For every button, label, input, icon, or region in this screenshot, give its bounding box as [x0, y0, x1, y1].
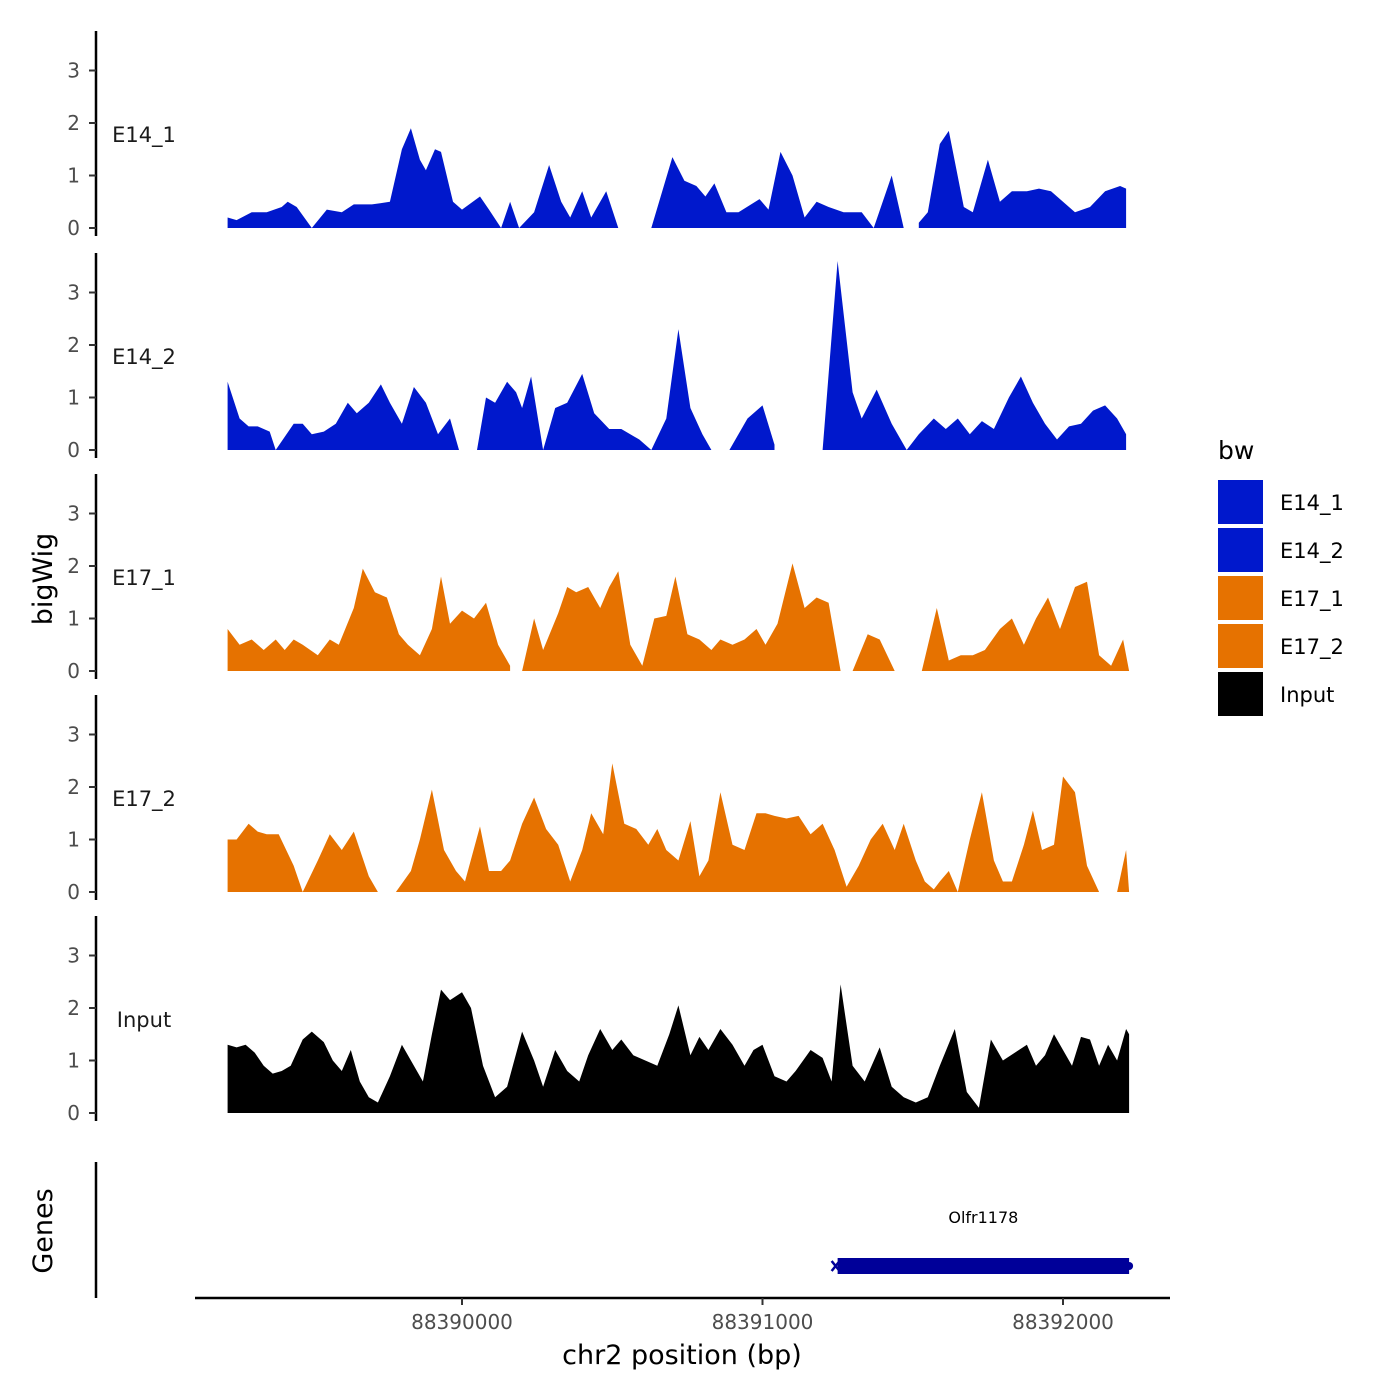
y-tick-label: 2: [67, 111, 80, 135]
area-E14_1-segment-0: [227, 128, 619, 228]
track-E17_2: 0 1 2 3 E17_2: [67, 695, 1130, 904]
x-tick-label: 88392000: [1012, 1310, 1114, 1334]
genes-track-title: Genes: [28, 1188, 59, 1273]
y-tick-label: 1: [67, 607, 80, 631]
y-tick-label: 2: [67, 996, 80, 1020]
y-tick-label: 1: [67, 164, 80, 188]
legend-entry: E14_2: [1218, 528, 1344, 572]
legend-swatch: [1218, 480, 1263, 524]
legend-entries: E14_1 E14_2 E17_1 E17_2 Input: [1218, 480, 1344, 716]
area-E14_2-segment-1: [477, 329, 712, 450]
legend-label: E14_1: [1280, 491, 1344, 516]
track-Input: 0 1 2 3 Input: [67, 916, 1130, 1125]
genes-track: Genes Olfr1178: [28, 1162, 1134, 1298]
x-tick-label: 88391000: [712, 1310, 814, 1334]
gene-label: Olfr1178: [948, 1208, 1018, 1227]
legend: bw E14_1 E14_2 E17_1 E17_2 Input: [1218, 436, 1344, 716]
x-axis-title: chr2 position (bp): [562, 1340, 802, 1371]
legend-swatch: [1218, 672, 1263, 716]
y-tick-label: 3: [67, 944, 80, 968]
x-ticks: 88390000 88391000 88392000: [411, 1298, 1114, 1334]
area-E14_2-segment-2: [729, 405, 775, 450]
y-tick-label: 1: [67, 1049, 80, 1073]
legend-label: E17_1: [1280, 587, 1344, 612]
track-E14_1: 0 1 2 3 E14_1: [67, 31, 1127, 240]
track-label: E17_2: [112, 787, 176, 812]
tracks-group: 0 1 2 3 E14_1 0 1 2 3 E14_2 0 1 2 3 E17_1 0 1 2 3 E17_2 0 1 2 3…: [67, 31, 1130, 1125]
y-tick-label: 3: [67, 723, 80, 747]
gene-body: [837, 1258, 1130, 1274]
gene-Olfr1178: Olfr1178: [830, 1208, 1134, 1274]
y-tick-label: 0: [67, 659, 80, 683]
y-tick-label: 0: [67, 1101, 80, 1125]
legend-label: E17_2: [1280, 635, 1344, 660]
y-tick-label: 3: [67, 502, 80, 526]
legend-entry: E17_2: [1218, 624, 1344, 668]
y-tick-label: 0: [67, 438, 80, 462]
y-tick-label: 3: [67, 59, 80, 83]
legend-entry: E17_1: [1218, 576, 1344, 620]
y-tick-label: 2: [67, 775, 80, 799]
legend-swatch: [1218, 576, 1263, 620]
x-tick-label: 88390000: [411, 1310, 513, 1334]
track-label: E17_1: [112, 566, 176, 591]
area-E17_2-segment-2: [1117, 850, 1130, 892]
area-E17_2-segment-0: [227, 823, 378, 892]
gene-start-marker: [830, 1260, 841, 1272]
x-axis: 88390000 88391000 88392000 chr2 position (…: [195, 1296, 1170, 1371]
area-E17_1-segment-3: [921, 581, 1130, 671]
track-label: E14_2: [112, 345, 176, 370]
area-E14_1-segment-1: [651, 151, 904, 228]
legend-title: bw: [1218, 436, 1254, 465]
area-E14_1-segment-2: [918, 130, 1127, 228]
legend-entry: E14_1: [1218, 480, 1344, 524]
area-E14_2-segment-3: [822, 261, 1127, 450]
legend-entry: Input: [1218, 672, 1334, 716]
legend-swatch: [1218, 528, 1263, 572]
track-E17_1: 0 1 2 3 E17_1: [67, 474, 1130, 683]
y-tick-label: 0: [67, 216, 80, 240]
y-tick-label: 1: [67, 828, 80, 852]
y-tick-label: 3: [67, 281, 80, 305]
y-tick-label: 2: [67, 554, 80, 578]
y-axis-title: bigWig: [28, 533, 59, 626]
track-label: E14_1: [112, 123, 176, 148]
area-E14_2-segment-0: [227, 381, 459, 450]
area-Input-segment-0: [227, 984, 1130, 1113]
legend-swatch: [1218, 624, 1263, 668]
area-E17_1-segment-2: [852, 634, 895, 671]
area-E17_1-segment-0: [227, 568, 511, 671]
y-tick-label: 1: [67, 386, 80, 410]
track-label: Input: [117, 1008, 171, 1032]
y-tick-label: 2: [67, 333, 80, 357]
area-E17_2-segment-1: [395, 763, 1100, 892]
legend-label: E14_2: [1280, 539, 1344, 564]
gene-end-marker: [1125, 1262, 1134, 1270]
y-tick-label: 0: [67, 880, 80, 904]
legend-label: Input: [1280, 683, 1334, 707]
track-E14_2: 0 1 2 3 E14_2: [67, 253, 1127, 462]
area-E17_1-segment-1: [522, 563, 841, 671]
gene-items: Olfr1178: [830, 1208, 1134, 1274]
